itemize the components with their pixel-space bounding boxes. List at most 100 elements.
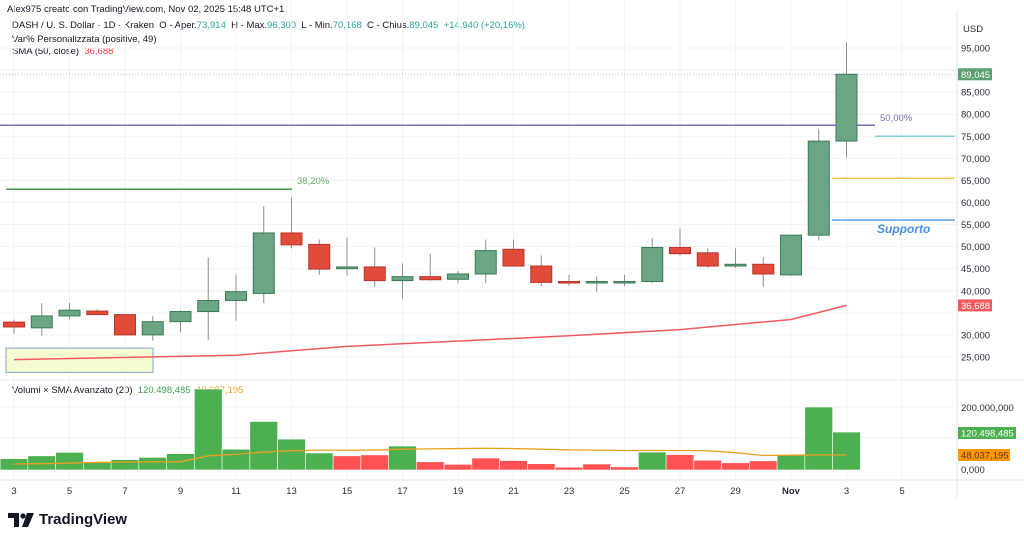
candle[interactable] xyxy=(3,319,25,334)
volume-bar[interactable] xyxy=(443,464,473,471)
candle[interactable] xyxy=(752,257,775,287)
volume-bar[interactable] xyxy=(638,451,667,471)
volume-bars xyxy=(0,388,861,471)
volume-bar[interactable] xyxy=(277,438,306,471)
price-axis-label: 60,000 xyxy=(961,198,990,209)
indicator-var-legend[interactable]: Var% Personalizzata (positive, 49) xyxy=(12,34,157,45)
volume-bar[interactable] xyxy=(110,459,140,471)
candle[interactable] xyxy=(225,274,247,321)
sma-label: SMA (50, close) xyxy=(12,46,80,57)
volume-bar[interactable] xyxy=(360,454,389,471)
candle[interactable] xyxy=(641,237,664,284)
time-axis-label: 15 xyxy=(342,486,353,497)
volume-value: 120.498,485 xyxy=(137,385,191,396)
volume-bar[interactable] xyxy=(138,457,167,471)
volume-bar[interactable] xyxy=(665,454,695,471)
candle[interactable] xyxy=(114,314,136,336)
volume-sma-badge-text: 48.037,195 xyxy=(961,451,1009,462)
sma-value: 36,688 xyxy=(84,46,114,57)
price-axis-label: 30,000 xyxy=(961,330,990,341)
time-axis-label: 19 xyxy=(453,486,464,497)
candle[interactable] xyxy=(696,248,719,268)
low-label: L - Min. xyxy=(301,20,333,31)
volume-bar[interactable] xyxy=(499,460,528,471)
sma-50-line[interactable] xyxy=(13,304,847,361)
volume-bar[interactable] xyxy=(721,462,750,471)
time-axis-label: 25 xyxy=(619,486,630,497)
close-label: C - Chius. xyxy=(367,20,410,31)
candle[interactable] xyxy=(447,270,469,284)
volume-bar[interactable] xyxy=(249,421,278,471)
volume-bar[interactable] xyxy=(83,462,112,471)
time-axis-label: 9 xyxy=(178,486,183,497)
candle[interactable] xyxy=(58,303,81,320)
candle[interactable] xyxy=(530,255,553,286)
candle[interactable] xyxy=(835,42,858,158)
sma-legend[interactable]: SMA (50, close) 36,688 xyxy=(12,46,113,57)
candle[interactable] xyxy=(585,276,608,292)
time-axis-label: 13 xyxy=(286,486,297,497)
candle[interactable] xyxy=(419,253,442,281)
volume-bar[interactable] xyxy=(832,431,861,471)
volume-bar[interactable] xyxy=(388,445,417,471)
volume-bar[interactable] xyxy=(194,388,223,471)
volume-bar[interactable] xyxy=(471,457,500,471)
price-axis-label: 80,000 xyxy=(961,110,990,121)
candle[interactable] xyxy=(669,228,691,256)
volume-bar[interactable] xyxy=(804,406,833,471)
price-axis-label: 65,000 xyxy=(961,176,990,187)
price-axis-label: 95,000 xyxy=(961,44,990,55)
volume-bar[interactable] xyxy=(582,463,611,471)
candle[interactable] xyxy=(30,303,53,337)
price-axis-label: 45,000 xyxy=(961,264,990,275)
candle[interactable] xyxy=(502,239,525,267)
time-axis-label: 29 xyxy=(730,486,741,497)
time-axis-label: 23 xyxy=(564,486,575,497)
highlight-range-box[interactable] xyxy=(5,347,154,373)
volume-sma-badge xyxy=(958,449,1010,461)
volume-bar[interactable] xyxy=(527,463,556,471)
currency-label: USD xyxy=(963,24,983,35)
volume-axis-label: 0,000 xyxy=(961,465,985,476)
volume-bar[interactable] xyxy=(221,448,251,471)
volume-label: Volumi × SMA Avanzato (20) xyxy=(12,385,133,396)
candle[interactable] xyxy=(780,234,802,276)
tradingview-logo[interactable]: TradingView xyxy=(8,511,127,528)
volume-bar[interactable] xyxy=(776,454,806,471)
volume-bar[interactable] xyxy=(693,459,722,471)
candle[interactable] xyxy=(558,274,580,286)
volume-bar[interactable] xyxy=(749,460,778,471)
volume-sma-line[interactable] xyxy=(13,447,847,465)
candle[interactable] xyxy=(252,206,275,304)
price-axis-label: 25,000 xyxy=(961,352,990,363)
candle[interactable] xyxy=(308,239,331,275)
volume-bar[interactable] xyxy=(554,466,584,471)
candle[interactable] xyxy=(141,315,164,341)
candle[interactable] xyxy=(613,274,636,286)
candle[interactable] xyxy=(280,197,303,249)
time-axis-label: 27 xyxy=(675,486,686,497)
close-value: 89,045 xyxy=(409,20,439,31)
candle[interactable] xyxy=(169,310,192,333)
candle[interactable] xyxy=(336,237,358,276)
volume-bar[interactable] xyxy=(332,455,362,471)
volume-bar[interactable] xyxy=(305,452,334,471)
candle[interactable] xyxy=(86,309,109,316)
price-axis-label: 55,000 xyxy=(961,220,990,231)
candle[interactable] xyxy=(474,239,497,284)
candle[interactable] xyxy=(391,263,414,299)
open-label: O - Aper. xyxy=(159,20,197,31)
volume-bar[interactable] xyxy=(610,466,639,471)
candle[interactable] xyxy=(724,248,747,268)
time-axis-label: 7 xyxy=(122,486,127,497)
candle[interactable] xyxy=(363,247,386,287)
candle[interactable] xyxy=(807,128,830,241)
candles xyxy=(3,42,858,341)
last-price-badge xyxy=(958,68,992,81)
time-axis-label: 3 xyxy=(844,486,849,497)
candle[interactable] xyxy=(197,257,220,340)
volume-bar[interactable] xyxy=(416,461,445,471)
sma-badge-text: 36,688 xyxy=(961,301,990,312)
volume-bar[interactable] xyxy=(55,452,84,471)
